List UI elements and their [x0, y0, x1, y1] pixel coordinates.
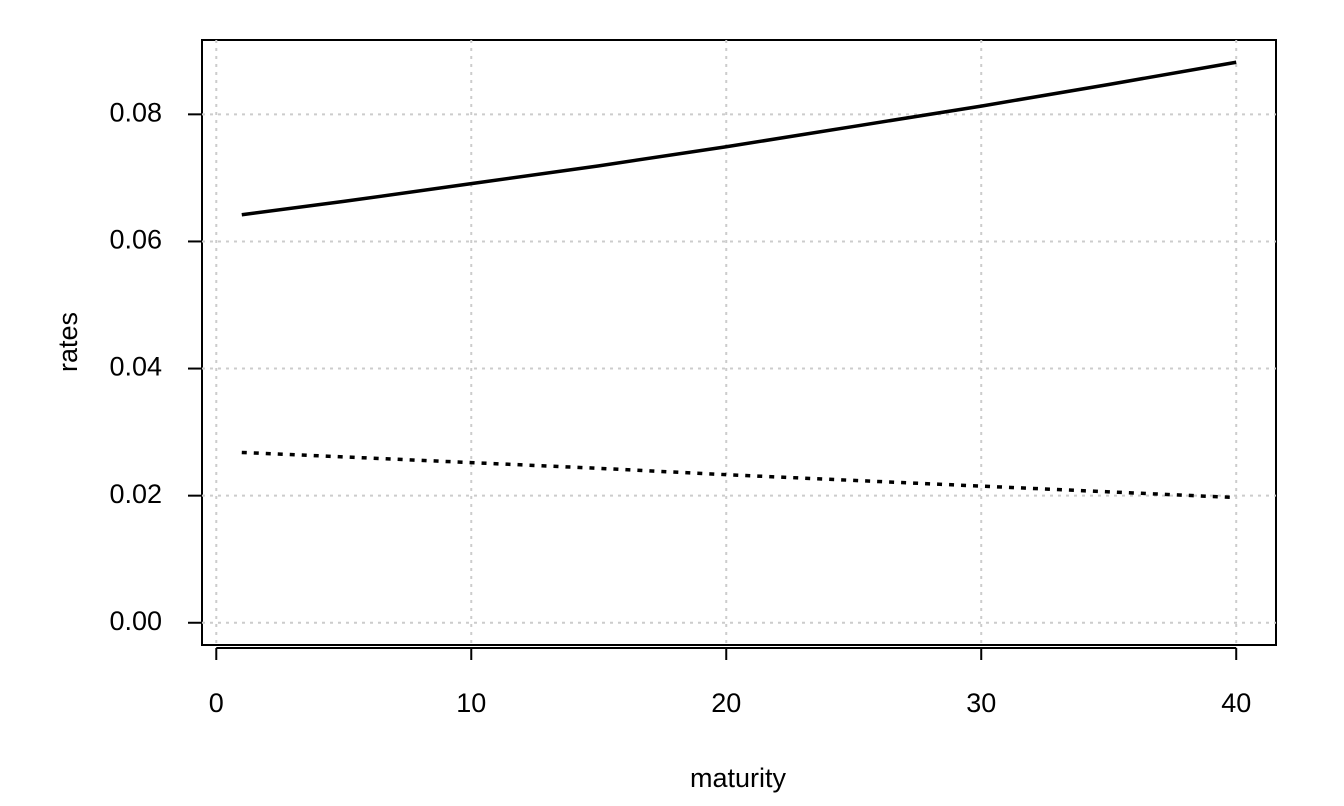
x-axis-label: maturity	[690, 763, 787, 793]
y-tick-label: 0.06	[109, 225, 162, 255]
x-tick-label: 20	[711, 688, 741, 718]
x-tick-label: 0	[209, 688, 224, 718]
y-tick-label: 0.08	[109, 97, 162, 127]
series-line	[241, 60, 1237, 217]
y-tick-label: 0.04	[109, 352, 162, 382]
plot-box	[201, 39, 1277, 646]
x-tick-label: 40	[1221, 688, 1251, 718]
series-line	[241, 450, 1237, 500]
y-tick-label: 0.00	[109, 606, 162, 636]
x-tick-label: 30	[966, 688, 996, 718]
y-axis-label: rates	[53, 312, 83, 372]
y-tick-label: 0.02	[109, 479, 162, 509]
x-tick-label: 10	[456, 688, 486, 718]
